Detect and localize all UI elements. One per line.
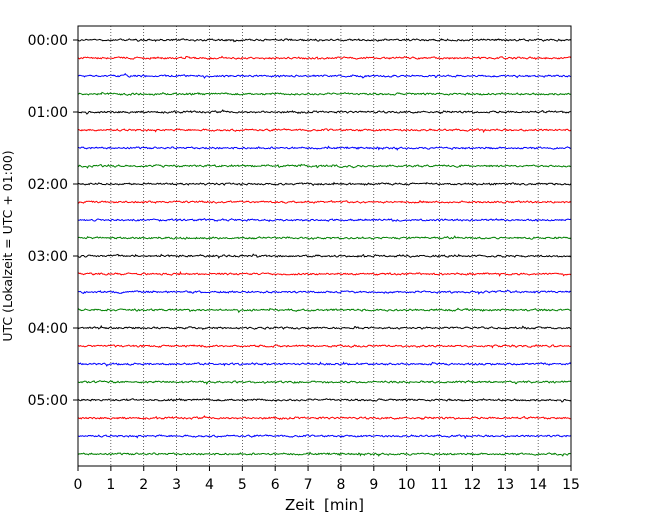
grid-lines xyxy=(110,26,539,466)
y-tick-label: 00:00 xyxy=(28,33,68,49)
seismic-trace xyxy=(77,253,572,259)
seismic-trace xyxy=(77,163,571,169)
x-tick-label: 13 xyxy=(496,477,514,493)
seismic-trace xyxy=(77,344,571,349)
y-axis-title: UTC (Lokalzeit = UTC + 01:00) xyxy=(0,150,15,341)
x-tick-label: 3 xyxy=(172,477,181,493)
seismic-trace xyxy=(77,434,572,440)
x-tick-label: 2 xyxy=(139,477,148,493)
y-tick-label: 02:00 xyxy=(28,177,68,193)
x-tick-label: 4 xyxy=(205,477,214,493)
seismic-trace xyxy=(77,145,571,151)
seismic-trace xyxy=(77,398,572,403)
seismic-trace xyxy=(77,307,571,314)
seismic-trace xyxy=(77,235,572,240)
seismic-trace xyxy=(77,361,572,367)
x-tick-label: 9 xyxy=(369,477,378,493)
x-tick-label: 8 xyxy=(336,477,345,493)
seismic-trace xyxy=(77,72,571,79)
x-tick-label: 7 xyxy=(304,477,313,493)
x-tick-label: 15 xyxy=(562,477,580,493)
x-tick-label: 1 xyxy=(106,477,115,493)
seismic-trace xyxy=(77,91,571,96)
x-tick-label: 6 xyxy=(271,477,280,493)
seismic-trace xyxy=(77,379,572,386)
x-axis-ticks: 0 1 2 3 4 5 6 7 8 9 10 11 12 13 14 15 xyxy=(74,466,580,493)
y-axis-ticks: 00:00 01:00 02:00 03:00 04:00 05:00 xyxy=(28,33,78,409)
seismic-trace xyxy=(77,324,572,331)
seismic-trace xyxy=(77,270,572,277)
seismic-trace xyxy=(77,217,572,223)
x-tick-label: 5 xyxy=(238,477,247,493)
plot-frame xyxy=(77,25,572,467)
seismic-trace xyxy=(77,451,571,457)
seismic-trace xyxy=(77,181,572,187)
y-tick-label: 04:00 xyxy=(28,321,68,337)
x-tick-label: 12 xyxy=(463,477,481,493)
y-tick-label: 01:00 xyxy=(28,105,68,121)
seismic-trace xyxy=(77,38,572,43)
seismic-traces xyxy=(77,38,572,457)
seismic-trace xyxy=(77,128,572,134)
y-tick-label: 05:00 xyxy=(28,393,68,409)
x-tick-label: 14 xyxy=(529,477,547,493)
x-axis-title: Zeit [min] xyxy=(285,496,364,514)
seismic-trace xyxy=(77,415,571,421)
x-tick-label: 11 xyxy=(431,477,449,493)
seismic-trace xyxy=(77,55,572,60)
x-tick-label: 0 xyxy=(74,477,83,493)
seismic-trace xyxy=(77,109,571,115)
x-tick-label: 10 xyxy=(398,477,416,493)
seismic-trace xyxy=(77,289,572,295)
seismic-trace xyxy=(77,200,572,204)
y-tick-label: 03:00 xyxy=(28,249,68,265)
